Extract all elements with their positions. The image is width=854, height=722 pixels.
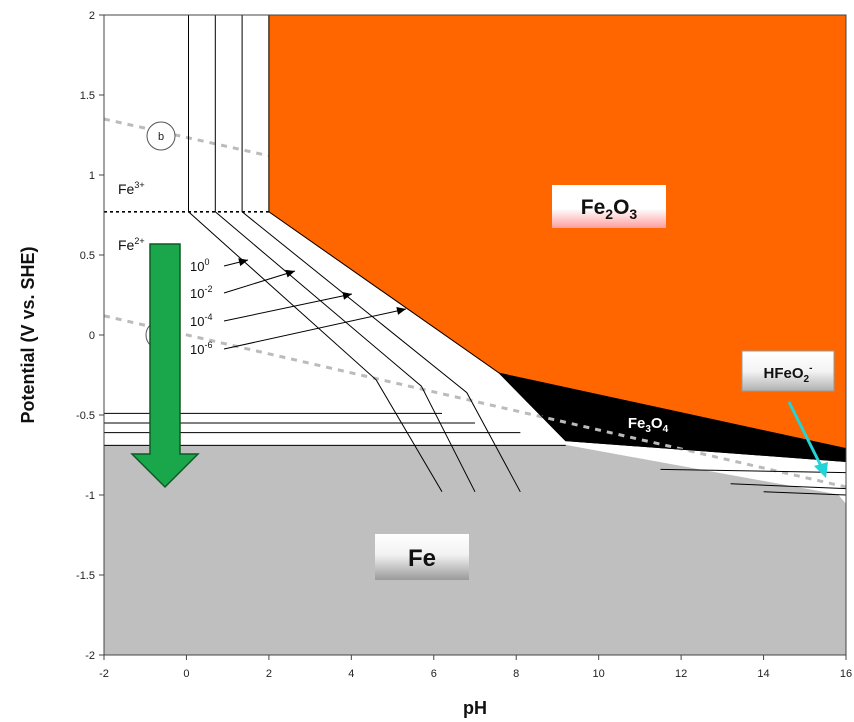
hfeo2-label-base: HFeO (764, 365, 804, 382)
concentration-label-sup: -4 (204, 312, 212, 322)
y-tick-label: 2 (89, 10, 95, 22)
concentration-arrow (223, 270, 296, 294)
fe2o3-label-sub: 3 (629, 206, 637, 222)
y-tick-label: 1 (89, 170, 95, 182)
concentration-label-sup: 0 (204, 257, 209, 267)
x-tick-label: 0 (183, 668, 189, 680)
concentration-label-base: 10 (190, 342, 204, 357)
concentration-boundary-0 (188, 15, 443, 493)
fe3-label: Fe3+ (118, 180, 145, 197)
fe3o4-label-part: Fe (628, 415, 646, 432)
hfeo2-boundary-1 (730, 483, 847, 490)
fe3o4-label: Fe3O4 (628, 415, 669, 435)
fe2o3-label: Fe2O3 (581, 196, 638, 222)
hfeo2-label-box (741, 350, 835, 392)
fe-label-box (375, 534, 469, 580)
fe3o4-label-sub: 3 (645, 424, 651, 435)
fe2-label-base: Fe (118, 237, 135, 253)
concentration-label-sup: -2 (204, 284, 212, 294)
y-tick-label: -2 (85, 650, 95, 662)
fe2o3-label-box (552, 185, 666, 228)
concentration-arrow-head (342, 291, 352, 300)
concentration-boundary-2 (241, 15, 521, 493)
x-tick-label: 4 (348, 668, 354, 680)
concentration-arrow-head (396, 307, 406, 315)
fe2o3-label-part: O (613, 196, 629, 219)
x-tick-label: 6 (431, 668, 437, 680)
concentration-label-base: 10 (190, 259, 204, 274)
fe2o3-label-sub: 2 (605, 206, 613, 222)
concentration-label: 10-4 (190, 312, 212, 329)
axes-layer: -2 0 2 4 6 8 10 12 14 16-2-1.5-1-0.500.511.52pHPo… (18, 10, 852, 718)
labels-layer: bFe3+Fe2+10010-210-410-6Fe2O3Fe3O4FeHFeO… (118, 121, 835, 580)
fe3-label-sup: 3+ (134, 180, 144, 190)
hfeo2-boundary-0 (660, 468, 847, 474)
x-tick-label: 8 (513, 668, 519, 680)
concentration-boundary-1 (214, 15, 476, 493)
concentration-arrow (223, 308, 407, 350)
fe3o4-label-part: O (651, 415, 663, 432)
x-tick-label: -2 (99, 668, 109, 680)
concentration-label-sup: -6 (204, 340, 212, 350)
hfeo2-arrow (787, 401, 824, 469)
regions-layer (103, 14, 847, 656)
fe3-label-base: Fe (118, 181, 135, 197)
fe2-label-sup: 2+ (134, 236, 144, 246)
x-tick-label: 12 (675, 668, 687, 680)
water-line-b (103, 117, 270, 158)
concentration-label: 10-2 (190, 284, 212, 301)
y-tick-label: 1.5 (80, 90, 95, 102)
concentration-label: 100 (190, 257, 209, 274)
y-tick-label: -0.5 (76, 410, 95, 422)
hfeo2-label: HFeO2- (764, 363, 813, 385)
concentration-arrow-head (238, 258, 248, 267)
y-tick-label: 0 (89, 330, 95, 342)
y-tick-label: 0.5 (80, 250, 95, 262)
hfeo2-boundary-2 (763, 491, 847, 496)
y-tick-label: -1.5 (76, 570, 95, 582)
y-tick-label: -1 (85, 490, 95, 502)
hfeo2-label-sup: - (809, 363, 812, 374)
water-line-b-marker (146, 121, 176, 151)
y-axis-title: Potential (V vs. SHE) (18, 246, 38, 423)
concentration-label-base: 10 (190, 286, 204, 301)
concentration-label-base: 10 (190, 314, 204, 329)
fe3o4-label-sub: 4 (663, 424, 669, 435)
concentration-arrow-head (285, 269, 295, 278)
fe2-label: Fe2+ (118, 236, 145, 253)
fe-label: Fe (408, 545, 436, 572)
x-tick-label: 2 (266, 668, 272, 680)
concentration-arrow (223, 293, 353, 322)
hfeo2-label-sub: 2 (804, 374, 810, 385)
concentration-label: 10-6 (190, 340, 212, 357)
x-tick-label: 14 (757, 668, 769, 680)
fe2o3-label-part: Fe (581, 196, 606, 219)
hfeo2-arrow-head (814, 462, 828, 478)
x-axis-title: pH (463, 698, 487, 718)
water-line-b-marker-label: b (158, 131, 164, 143)
region-fe (103, 444, 847, 656)
x-tick-label: 16 (840, 668, 852, 680)
reduction-arrow (130, 243, 200, 489)
x-tick-label: 10 (593, 668, 605, 680)
